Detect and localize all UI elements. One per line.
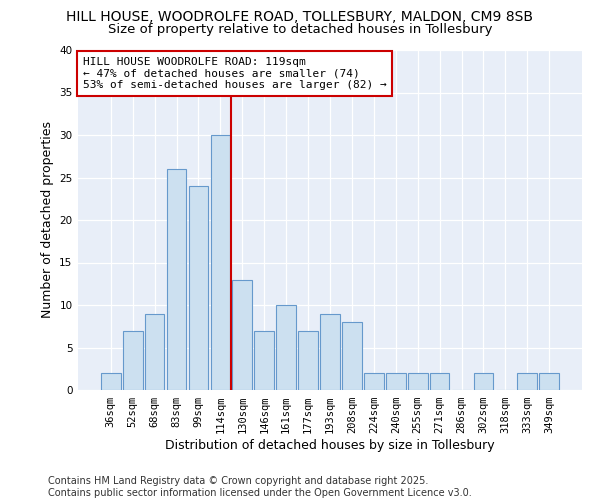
Text: Contains HM Land Registry data © Crown copyright and database right 2025.
Contai: Contains HM Land Registry data © Crown c… [48,476,472,498]
Bar [430,373,449,390]
Bar [342,322,362,390]
Bar [232,280,252,390]
Bar [276,305,296,390]
X-axis label: Distribution of detached houses by size in Tollesbury: Distribution of detached houses by size … [165,438,495,452]
Bar [386,373,406,390]
Bar [473,373,493,390]
Text: HILL HOUSE WOODROLFE ROAD: 119sqm
← 47% of detached houses are smaller (74)
53% : HILL HOUSE WOODROLFE ROAD: 119sqm ← 47% … [83,57,387,90]
Y-axis label: Number of detached properties: Number of detached properties [41,122,53,318]
Bar [298,330,318,390]
Bar [101,373,121,390]
Bar [320,314,340,390]
Bar [211,135,230,390]
Bar [539,373,559,390]
Bar [408,373,428,390]
Bar [188,186,208,390]
Bar [517,373,537,390]
Text: Size of property relative to detached houses in Tollesbury: Size of property relative to detached ho… [108,22,492,36]
Bar [167,169,187,390]
Text: HILL HOUSE, WOODROLFE ROAD, TOLLESBURY, MALDON, CM9 8SB: HILL HOUSE, WOODROLFE ROAD, TOLLESBURY, … [67,10,533,24]
Bar [254,330,274,390]
Bar [123,330,143,390]
Bar [145,314,164,390]
Bar [364,373,384,390]
